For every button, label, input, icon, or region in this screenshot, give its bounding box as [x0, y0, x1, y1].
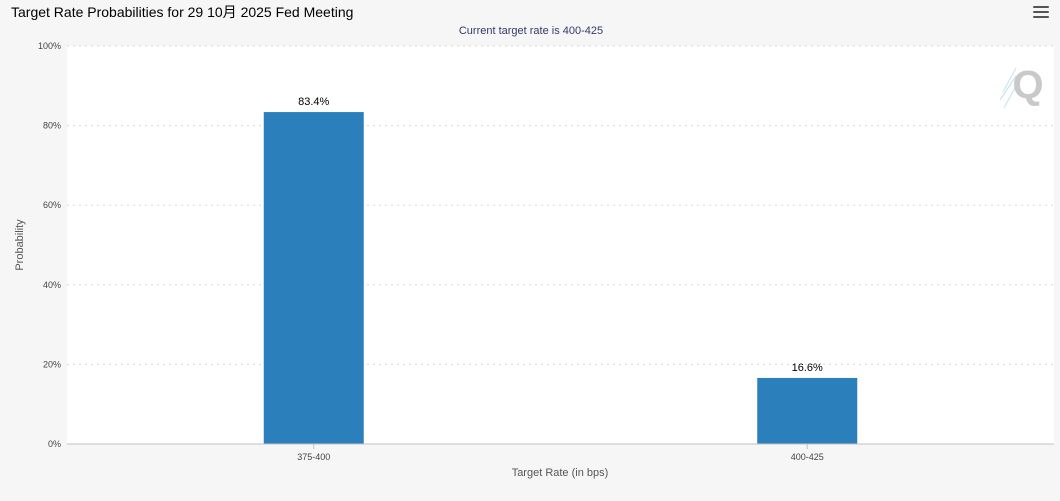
- x-axis-title: Target Rate (in bps): [512, 467, 609, 479]
- bar-375-400[interactable]: [263, 112, 364, 445]
- y-tick-label: 80%: [43, 121, 61, 131]
- x-tick-label: 400-425: [791, 452, 824, 462]
- y-axis-ticks: 0% 20% 40% 60% 80% 100%: [38, 41, 61, 449]
- hamburger-menu-icon[interactable]: [1033, 6, 1049, 20]
- data-label: 16.6%: [792, 362, 823, 374]
- chart-subtitle: Current target rate is 400-425: [459, 25, 603, 37]
- bars: 83.4% 16.6%: [263, 96, 858, 445]
- data-label: 83.4%: [298, 96, 329, 108]
- q-logo-icon: Q: [999, 63, 1044, 109]
- plot-area: [67, 46, 1054, 444]
- grid-lines: [67, 45, 1054, 365]
- y-axis-title: Probability: [14, 219, 26, 271]
- x-axis-ticks: 375-400 400-425: [297, 444, 824, 462]
- watermark-letter: Q: [1012, 63, 1043, 107]
- y-tick-label: 60%: [43, 200, 61, 210]
- y-tick-label: 0%: [48, 439, 61, 449]
- bar-400-425[interactable]: [757, 377, 858, 444]
- y-tick-label: 100%: [38, 41, 61, 51]
- x-tick-label: 375-400: [297, 452, 330, 462]
- chart-title: Target Rate Probabilities for 29 10月 202…: [11, 4, 354, 20]
- y-tick-label: 40%: [43, 280, 61, 290]
- y-tick-label: 20%: [43, 359, 61, 369]
